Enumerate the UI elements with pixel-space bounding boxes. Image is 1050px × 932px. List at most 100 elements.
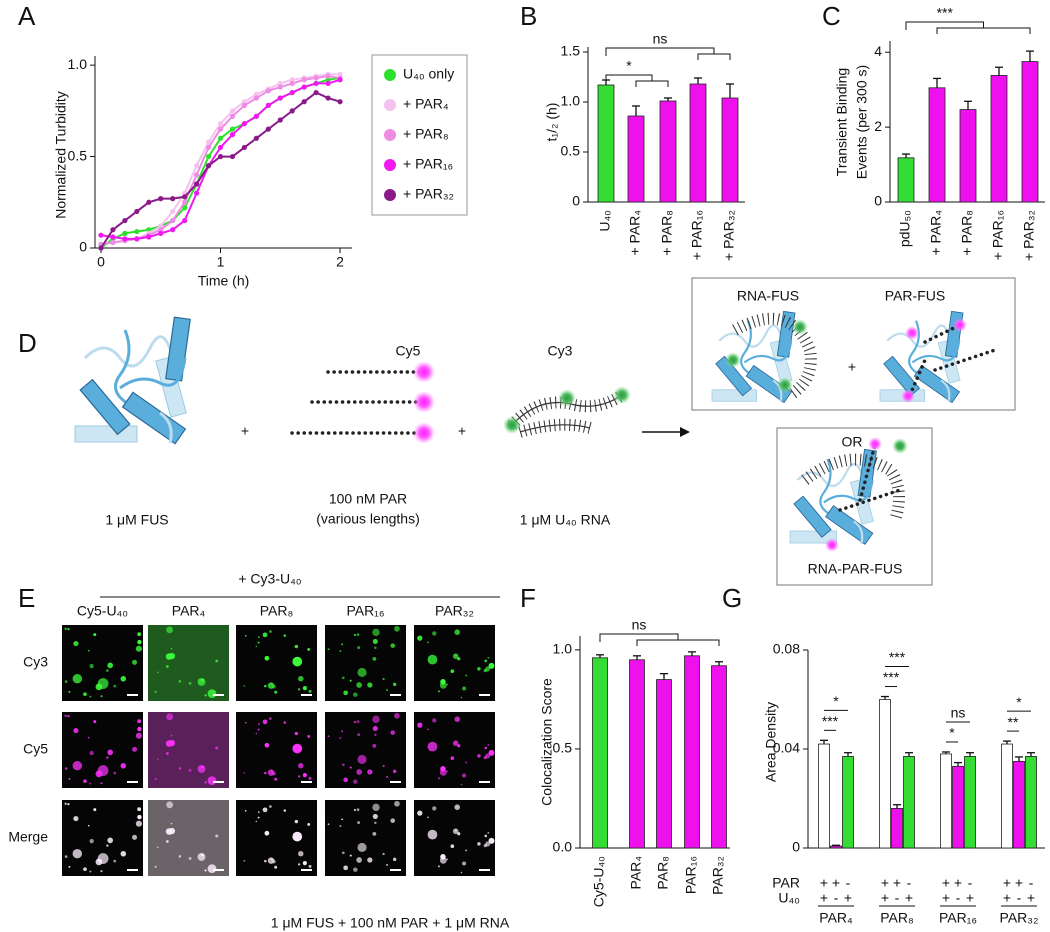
droplet — [437, 777, 440, 780]
droplet — [120, 850, 127, 857]
error-bar — [964, 100, 972, 110]
droplet — [154, 690, 157, 693]
or-label: OR — [842, 434, 863, 450]
x-tick-label: PAR₃₂ — [1000, 910, 1039, 926]
data-point — [182, 194, 188, 200]
significance-bracket: *** — [905, 5, 1031, 34]
significance-bracket: ns — [599, 617, 720, 646]
droplet — [106, 844, 109, 847]
droplet — [257, 816, 260, 819]
droplet — [477, 842, 481, 846]
y-tick-label: 0 — [792, 839, 800, 855]
bound-par — [901, 318, 997, 403]
data-point — [301, 77, 307, 83]
x-tick-label: PAR₈ — [880, 910, 914, 926]
data-point — [134, 208, 140, 215]
droplet — [255, 732, 258, 735]
error-bar — [1015, 756, 1023, 762]
droplet — [68, 777, 71, 780]
droplet — [215, 834, 219, 838]
micrograph — [236, 625, 317, 701]
legend-label: + PAR₃₂ — [403, 186, 454, 202]
droplet — [367, 682, 373, 688]
bar — [818, 743, 830, 849]
x-tick-label: PAR₃₂ — [710, 856, 726, 895]
droplet — [113, 859, 117, 863]
droplet — [307, 823, 311, 826]
droplet — [465, 761, 467, 764]
droplet — [257, 641, 260, 644]
bar — [656, 679, 672, 849]
droplet — [267, 682, 275, 689]
x-tick-label: pdU₅₀ — [897, 210, 913, 247]
droplet — [297, 863, 301, 866]
legend-swatch — [384, 189, 396, 201]
droplet — [135, 645, 142, 652]
droplet — [484, 746, 488, 750]
x-tick-label: + PAR₁₆ — [689, 210, 705, 260]
droplet — [204, 869, 207, 872]
error-bar — [632, 105, 640, 116]
droplet — [107, 662, 114, 669]
data-point — [134, 228, 140, 235]
data-point — [182, 205, 188, 211]
droplet — [87, 824, 90, 827]
droplet — [343, 865, 348, 871]
data-point — [158, 196, 164, 202]
x-tick-label: 2 — [336, 254, 344, 270]
component-label: 1 μM FUS — [105, 512, 168, 528]
droplet — [427, 741, 438, 752]
droplet — [137, 814, 142, 820]
droplet — [132, 659, 138, 665]
droplet — [72, 673, 83, 684]
x-tick-label: + PAR₈ — [659, 210, 675, 256]
error-bar — [633, 655, 641, 660]
droplet — [262, 719, 268, 725]
droplet — [488, 749, 495, 756]
condition-label: U₄₀ — [778, 890, 800, 906]
droplet — [274, 865, 278, 869]
data-point — [253, 95, 259, 101]
droplet — [356, 808, 360, 812]
y-axis-label: t₁/₂ (h) — [544, 103, 560, 142]
x-tick-label: + PAR₄ — [928, 210, 944, 256]
droplet — [446, 858, 449, 861]
legend-swatch — [384, 69, 396, 81]
droplet — [274, 777, 278, 781]
data-point — [229, 113, 236, 119]
droplet — [372, 725, 378, 731]
droplet — [341, 643, 343, 646]
data-point — [110, 234, 116, 240]
droplet — [274, 690, 278, 694]
droplet — [386, 863, 389, 866]
bar — [592, 657, 608, 849]
droplet — [390, 818, 396, 823]
droplet — [339, 825, 342, 828]
droplet — [392, 769, 397, 774]
bar — [1025, 756, 1037, 849]
condition-sign: + — [1015, 875, 1023, 891]
y-tick-label: 1.5 — [561, 43, 581, 59]
micrograph — [414, 712, 495, 788]
droplet — [367, 857, 373, 863]
data-point — [217, 153, 224, 160]
data-point — [301, 84, 307, 90]
data-point — [253, 135, 259, 141]
droplet — [178, 855, 182, 858]
condition-sign: + — [1027, 890, 1035, 906]
x-tick-label: + PAR₃₂ — [1021, 210, 1037, 261]
droplet — [72, 760, 83, 771]
data-point — [217, 126, 224, 132]
droplet — [93, 808, 97, 812]
fus-protein — [878, 310, 965, 404]
error-bar — [933, 77, 941, 88]
bracket-line — [599, 633, 720, 646]
droplet — [283, 634, 287, 637]
data-point — [313, 89, 319, 96]
significance-label: ** — [1008, 714, 1019, 730]
micrograph — [325, 625, 406, 701]
droplet — [166, 626, 174, 634]
data-point — [265, 88, 271, 94]
data-point — [217, 121, 224, 127]
data-point — [229, 108, 236, 114]
